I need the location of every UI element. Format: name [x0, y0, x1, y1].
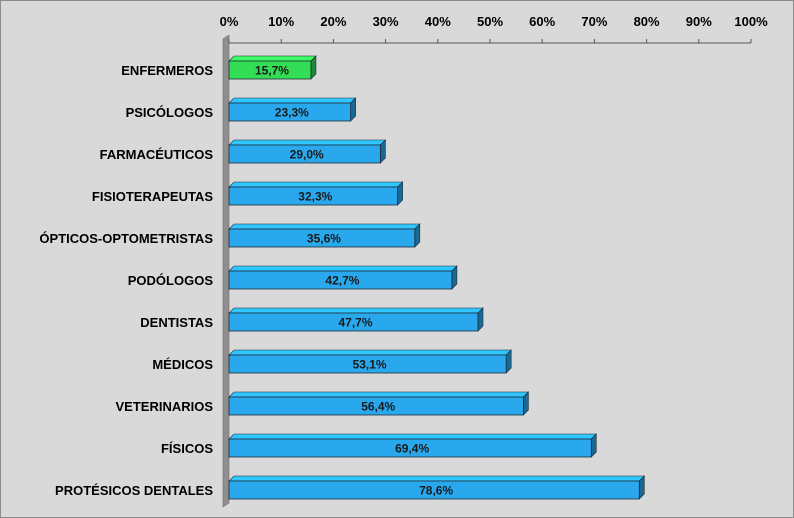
bar-value-label: 29,0% — [290, 148, 324, 162]
bar-value-label: 35,6% — [307, 232, 341, 246]
category-label: FARMACÉUTICOS — [100, 147, 214, 162]
bar-top-face — [228, 265, 458, 272]
bar-top-face — [228, 391, 530, 398]
category-axis-wall — [222, 34, 230, 508]
x-tick-label: 70% — [581, 14, 607, 29]
bar-top-face — [228, 433, 597, 440]
x-tick-label: 90% — [686, 14, 712, 29]
category-label: ENFERMEROS — [121, 63, 213, 78]
bar — [228, 102, 352, 122]
x-tick-label: 60% — [529, 14, 555, 29]
category-label: PSICÓLOGOS — [126, 105, 214, 120]
bar-value-label: 53,1% — [353, 358, 387, 372]
bar — [228, 270, 453, 290]
category-label: ÓPTICOS-OPTOMETRISTAS — [39, 231, 213, 246]
category-label: VETERINARIOS — [115, 399, 213, 414]
bar-top-face — [228, 55, 317, 62]
bar — [228, 144, 381, 164]
bar-value-label: 32,3% — [298, 190, 332, 204]
bar — [228, 228, 416, 248]
bar-top-face — [228, 139, 387, 146]
x-tick-label: 50% — [477, 14, 503, 29]
x-tick-label: 100% — [734, 14, 768, 29]
bar — [228, 354, 507, 374]
bar-value-label: 78,6% — [419, 484, 453, 498]
bar-value-label: 56,4% — [361, 400, 395, 414]
category-label: PODÓLOGOS — [128, 273, 214, 288]
bar-top-face — [228, 475, 646, 482]
bar — [228, 396, 524, 416]
x-tick-label: 10% — [268, 14, 294, 29]
bar-top-face — [228, 181, 404, 188]
bar-value-label: 47,7% — [338, 316, 372, 330]
bar — [228, 480, 640, 500]
x-tick-label: 0% — [220, 14, 239, 29]
x-tick-label: 20% — [320, 14, 346, 29]
x-tick-label: 80% — [634, 14, 660, 29]
bar-value-label: 23,3% — [275, 106, 309, 120]
bar-value-label: 69,4% — [395, 442, 429, 456]
bar-top-face — [228, 307, 484, 314]
bar — [228, 60, 312, 80]
bar-top-face — [228, 349, 512, 356]
category-label: PROTÉSICOS DENTALES — [55, 483, 213, 498]
x-tick-label: 30% — [373, 14, 399, 29]
x-tick-label: 40% — [425, 14, 451, 29]
bar-top-face — [228, 223, 421, 230]
category-label: FÍSICOS — [161, 441, 213, 456]
category-label: DENTISTAS — [140, 315, 213, 330]
bar-value-label: 15,7% — [255, 64, 289, 78]
bar — [228, 438, 592, 458]
bar-top-face — [228, 97, 357, 104]
bar — [228, 186, 399, 206]
bar — [228, 312, 479, 332]
category-label: FISIOTERAPEUTAS — [92, 189, 213, 204]
category-label: MÉDICOS — [152, 357, 213, 372]
bar-value-label: 42,7% — [325, 274, 359, 288]
